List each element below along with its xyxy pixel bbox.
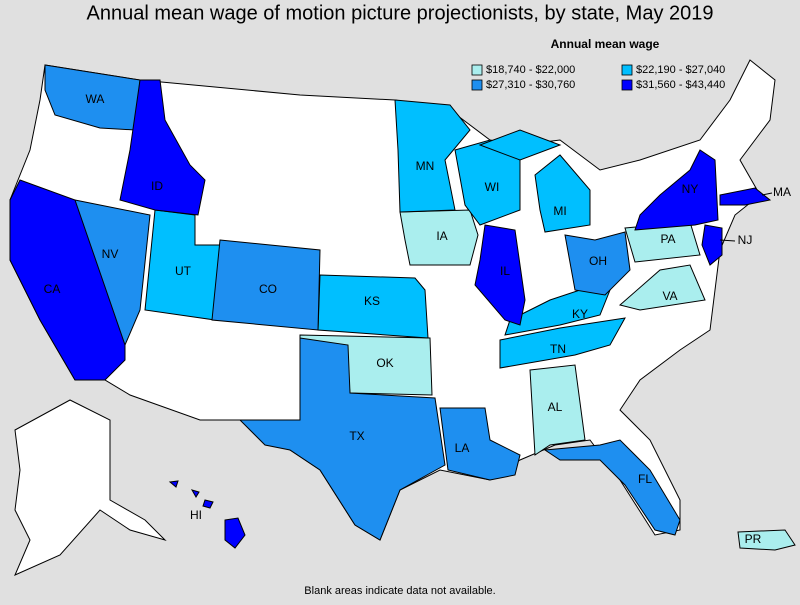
state-shape xyxy=(478,129,562,161)
state-shape xyxy=(454,139,521,226)
state: TX xyxy=(238,337,446,541)
state: HI xyxy=(168,480,246,549)
state-shape xyxy=(224,517,246,549)
state: PR xyxy=(737,529,796,551)
state-label: LA xyxy=(455,441,470,455)
state-shape xyxy=(701,224,723,266)
state-shape xyxy=(564,231,631,296)
state-shape xyxy=(543,439,681,536)
state-label: MI xyxy=(553,204,566,218)
legend-label: $31,560 - $43,440 xyxy=(636,79,725,91)
state: VA xyxy=(618,264,706,311)
state: FL xyxy=(543,439,681,536)
state: IA xyxy=(399,209,479,266)
state: NJ xyxy=(701,224,753,266)
legend-title: Annual mean wage xyxy=(551,37,660,51)
state-label: KS xyxy=(364,294,380,308)
state-label: IL xyxy=(500,264,510,278)
state-shape xyxy=(190,489,200,498)
label-leader xyxy=(719,239,736,242)
state-label: CA xyxy=(44,282,61,296)
state: MN xyxy=(394,99,471,213)
state: AL xyxy=(529,364,586,456)
state-label: MN xyxy=(416,159,435,173)
state-shape xyxy=(238,337,446,541)
state-label: MA xyxy=(773,185,791,199)
state-label: KY xyxy=(572,307,588,321)
legend-label: $22,190 - $27,040 xyxy=(636,64,725,76)
state: WI xyxy=(454,139,521,226)
state-label: NJ xyxy=(738,233,753,247)
state-shape xyxy=(119,79,206,216)
map-title: Annual mean wage of motion picture proje… xyxy=(86,2,713,24)
state-label: WA xyxy=(86,92,105,106)
legend-label: $27,310 - $30,760 xyxy=(486,79,575,91)
state-shape xyxy=(474,224,526,326)
state: IL xyxy=(474,224,526,326)
state-shape xyxy=(394,99,471,213)
alaska xyxy=(14,399,167,576)
state-shape xyxy=(634,149,719,231)
state-label: IA xyxy=(436,229,447,243)
legend-swatch xyxy=(621,64,633,76)
state: CO xyxy=(211,239,321,331)
state-label: UT xyxy=(175,264,192,278)
state-label: ID xyxy=(151,179,163,193)
state-label: NY xyxy=(682,182,699,196)
state: MA xyxy=(719,185,791,206)
state: NY xyxy=(634,149,719,231)
state-shape xyxy=(534,154,591,233)
state-label: FL xyxy=(638,472,652,486)
state-label: PA xyxy=(660,232,675,246)
legend-label: $18,740 - $22,000 xyxy=(486,64,575,76)
state-label: TX xyxy=(349,429,364,443)
state-shape xyxy=(737,529,796,551)
state-label: NV xyxy=(102,247,119,261)
state-label: WI xyxy=(485,180,500,194)
state: TN xyxy=(499,317,626,369)
state: LA xyxy=(439,407,521,481)
legend-swatch xyxy=(621,79,633,91)
state-label: CO xyxy=(259,282,277,296)
state-shape xyxy=(719,187,772,206)
state-shape xyxy=(499,317,626,369)
state-label: PR xyxy=(745,532,762,546)
footnote: Blank areas indicate data not available. xyxy=(304,585,495,597)
state-label: AL xyxy=(548,400,563,414)
land: IA PA VA OK AL PR MN WI MI UT KS KY TN WA NV CO OH TX LA FL… xyxy=(9,59,796,576)
state: CA xyxy=(9,179,126,381)
state: ID xyxy=(119,79,206,216)
state-shape xyxy=(529,364,586,456)
state-label: OH xyxy=(589,254,607,268)
state: OH xyxy=(564,231,631,296)
state-label: HI xyxy=(190,508,202,522)
state: PA xyxy=(624,221,701,263)
state-label: TN xyxy=(550,342,566,356)
state-shape xyxy=(9,179,126,381)
state: KY xyxy=(504,289,611,336)
legend-swatch xyxy=(471,64,483,76)
state: KS xyxy=(317,274,429,339)
state-shape xyxy=(504,289,611,336)
legend-swatch xyxy=(471,79,483,91)
state-label: OK xyxy=(376,356,393,370)
state: MI xyxy=(478,129,591,233)
state-shape xyxy=(202,499,214,509)
state-label: VA xyxy=(662,289,677,303)
state-shape xyxy=(168,480,179,488)
state-shape xyxy=(618,264,706,311)
state-shape xyxy=(439,407,521,481)
state-shape xyxy=(211,239,321,331)
label-leader xyxy=(761,192,773,196)
